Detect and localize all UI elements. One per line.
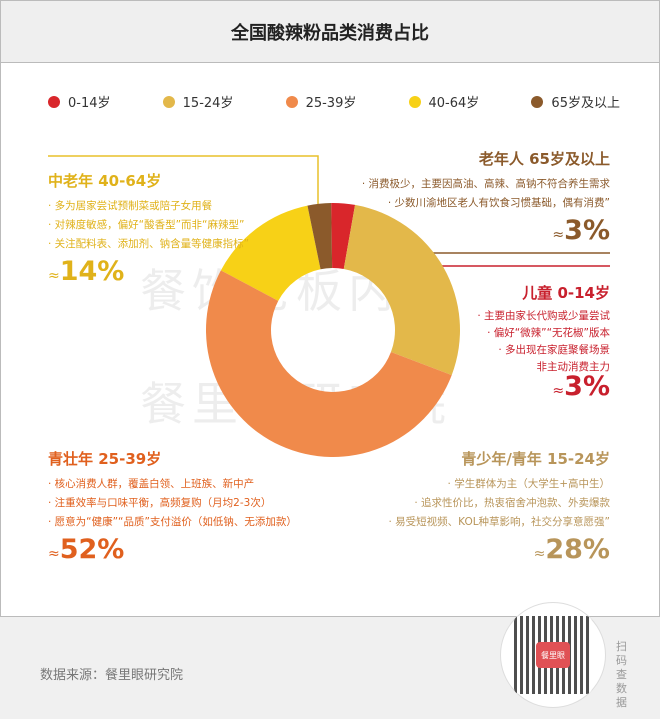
segment-percent: 28% — [545, 534, 610, 565]
segment-point: · 消费极少，主要因高油、高辣、高钠不符合养生需求 — [361, 178, 610, 190]
segment-point: · 学生群体为主（大学生+高中生） — [447, 478, 610, 490]
segment-point: · 主要由家长代购或少量尝试 — [477, 310, 610, 322]
segment-percent: 52% — [59, 534, 125, 565]
approx-sign: ≈ — [48, 546, 60, 562]
segment-point: · 注重效率与口味平衡，高频复购（月均2-3次） — [48, 497, 272, 509]
segment-point: · 愿意为“健康”“品质”支付溢价（如低钠、无添加款） — [48, 516, 297, 528]
segment-point: 非主动消费主力 — [536, 361, 611, 373]
legend-swatch — [531, 95, 544, 108]
data-source: 数据来源：餐里眼研究院 — [40, 668, 184, 683]
donut-slice-40-64岁 — [220, 205, 321, 301]
segment-point: · 多出现在家庭聚餐场景 — [498, 344, 610, 356]
approx-sign: ≈ — [533, 546, 546, 562]
approx-sign: ≈ — [552, 383, 565, 399]
segment-percent: 3% — [564, 371, 610, 402]
approx-sign: ≈ — [48, 268, 60, 284]
legend-swatch — [408, 95, 421, 108]
segment-percent: 3% — [564, 215, 610, 246]
legend-item: 15-24岁 — [162, 92, 234, 111]
segment-point: · 核心消费人群，覆盖白领、上班族、新中产 — [48, 478, 255, 490]
segment-title: 老年人 65岁及以上 — [478, 150, 610, 168]
legend-item: 25-39岁 — [285, 92, 357, 111]
segment-point: · 偏好“微辣”“无花椒”版本 — [487, 327, 610, 339]
chart-title: 全国酸辣粉品类消费占比 — [0, 0, 660, 62]
infographic-card — [0, 62, 660, 617]
segment-title: 中老年 40-64岁 — [48, 172, 162, 190]
segment-young-adult: 青壮年 25-39岁 · 核心消费人群，覆盖白领、上班族、新中产 · 注重效率与… — [48, 450, 297, 564]
donut-slice-65岁及以上 — [307, 203, 333, 270]
legend-label: 25-39岁 — [305, 96, 357, 111]
segment-point: · 关注配料表、添加剂、钠含量等健康指标” — [48, 238, 250, 250]
segment-point: · 多为居家尝试预制菜或陪子女用餐 — [48, 200, 213, 212]
segment-point: · 易受短视频、KOL种草影响，社交分享意愿强” — [388, 516, 610, 528]
segment-youth: 青少年/青年 15-24岁 · 学生群体为主（大学生+高中生） · 追求性价比，… — [388, 450, 610, 564]
legend-item: 65岁及以上 — [531, 92, 620, 111]
legend-label: 0-14岁 — [68, 96, 111, 111]
donut-slice-0-14岁 — [331, 202, 356, 269]
legend: 0-14岁 15-24岁 25-39岁 40-64岁 65岁及以上 — [48, 92, 620, 111]
legend-item: 0-14岁 — [48, 92, 111, 111]
donut-slice-25-39岁 — [205, 270, 452, 458]
legend-label: 40-64岁 — [428, 96, 480, 111]
segment-point: · 对辣度敏感，偏好“酸香型”而非“麻辣型” — [48, 219, 245, 231]
legend-swatch — [285, 95, 298, 108]
donut-slice-15-24岁 — [343, 204, 461, 376]
qr-code[interactable]: 餐里眼 — [500, 602, 606, 708]
segment-elderly: 老年人 65岁及以上 · 消费极少，主要因高油、高辣、高钠不符合养生需求 · 少… — [362, 150, 610, 245]
legend-label: 15-24岁 — [182, 96, 234, 111]
segment-percent: 14% — [59, 256, 125, 287]
segment-title: 青少年/青年 15-24岁 — [461, 450, 610, 468]
legend-swatch — [162, 95, 175, 108]
segment-title: 儿童 0-14岁 — [522, 284, 610, 302]
segment-title: 青壮年 25-39岁 — [48, 450, 162, 468]
legend-label: 65岁及以上 — [551, 96, 620, 111]
scan-hint: 扫码查数据 — [616, 640, 627, 709]
approx-sign: ≈ — [552, 227, 565, 243]
legend-item: 40-64岁 — [408, 92, 480, 111]
segment-point: · 追求性价比，热衷宿舍冲泡款、外卖爆款 — [414, 497, 610, 509]
segment-middle-aged: 中老年 40-64岁 · 多为居家尝试预制菜或陪子女用餐 · 对辣度敏感，偏好“… — [48, 172, 249, 286]
qr-logo: 餐里眼 — [536, 642, 570, 668]
segment-point: · 少数川渝地区老人有饮食习惯基础，偶有消费” — [387, 197, 610, 209]
segment-children: 儿童 0-14岁 · 主要由家长代购或少量尝试 · 偏好“微辣”“无花椒”版本 … — [477, 284, 611, 402]
legend-swatch — [48, 95, 60, 108]
